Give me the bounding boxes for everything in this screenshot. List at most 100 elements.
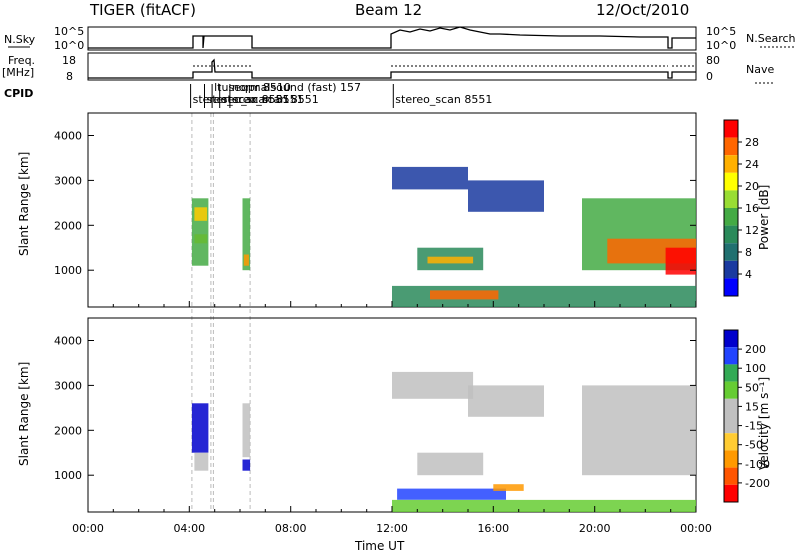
velocity-colorbar-swatch-6: [724, 433, 738, 451]
cpid-label-4: normalsound (fast) 157: [232, 81, 361, 94]
power-patch-9: [430, 290, 499, 300]
power-patch-7: [427, 256, 474, 264]
power-colorbar-swatch-9: [724, 278, 738, 296]
power-ytick-label-3: 1000: [54, 264, 82, 277]
velocity-colorbar-swatch-2: [724, 364, 738, 382]
date-label: 12/Oct/2010: [596, 1, 689, 19]
velocity-colorbar-swatch-1: [724, 347, 738, 365]
nave-tick-bottom: 0: [706, 70, 713, 83]
radar-title: TIGER (fitACF): [89, 1, 196, 19]
power-patch-4: [243, 254, 249, 266]
freq-unit-label: [MHz]: [2, 66, 34, 79]
power-colorbar-swatch-2: [724, 155, 738, 173]
velocity-patch-2: [242, 403, 251, 458]
velocity-ytick-label-0: 4000: [54, 335, 82, 348]
power-colorbar-tick-label-6: 4: [745, 268, 752, 281]
noise-tick-left-top: 10^5: [54, 25, 84, 38]
xtick-label-0: 00:00: [72, 522, 104, 535]
power-ytick-label-0: 4000: [54, 130, 82, 143]
velocity-colorbar-tick-label-4: -15: [745, 420, 763, 433]
nsearch-label: N.Search: [746, 32, 796, 45]
power-colorbar-swatch-3: [724, 172, 738, 191]
power-colorbar-tick-label-4: 12: [745, 224, 759, 237]
xtick-label-2: 08:00: [275, 522, 307, 535]
power-heatmap: [191, 166, 696, 307]
velocity-colorbar-swatch-5: [724, 416, 738, 434]
power-ytick-label-2: 2000: [54, 219, 82, 232]
nsky-trace: [88, 26, 696, 49]
power-colorbar: 28 24 20 16 12 8 4: [723, 119, 759, 297]
velocity-colorbar-swatch-0: [724, 330, 738, 348]
beam-label: Beam 12: [355, 1, 422, 19]
velocity-colorbar-tick-label-3: 15: [745, 400, 759, 413]
freq-trace: [88, 58, 696, 79]
cpid-label-5: stereo_scan 8551: [395, 93, 492, 106]
power-colorbar-swatch-4: [724, 190, 738, 208]
power-patch-2: [194, 234, 208, 244]
velocity-patch-3: [242, 459, 251, 471]
power-patch-3: [242, 198, 251, 271]
power-colorbar-label: Power [dB]: [757, 185, 771, 250]
velocity-colorbar-swatch-3: [724, 381, 738, 399]
noise-tick-left-bottom: 10^0: [54, 39, 84, 52]
velocity-colorbar-swatch-8: [724, 467, 738, 485]
velocity-patch-7: [392, 499, 696, 512]
velocity-y-axis: 4000 3000 2000 1000: [54, 335, 696, 482]
power-patch-5: [392, 166, 468, 190]
freq-tick-top: 18: [62, 54, 76, 67]
cpid-label-0: stereo_scan 8551: [193, 93, 290, 106]
power-colorbar-tick-label-2: 20: [745, 180, 759, 193]
power-patch-10: [468, 180, 544, 212]
time-x-axis: 00:00 04:00 08:00 12:00 16:00 20:00 00:00: [72, 301, 712, 535]
velocity-colorbar-tick-label-2: 50: [745, 381, 759, 394]
velocity-colorbar-swatch-9: [724, 484, 738, 502]
xtick-label-5: 20:00: [579, 522, 611, 535]
nave-tick-top: 80: [706, 54, 720, 67]
velocity-ytick-label-1: 3000: [54, 379, 82, 392]
velocity-colorbar-tick-label-5: -50: [745, 439, 763, 452]
cpid-label-2: stereo_scan 8551: [222, 93, 319, 106]
freq-panel-frame: [87, 52, 697, 81]
power-colorbar-swatch-1: [724, 137, 738, 156]
velocity-ylabel: Slant Range [km]: [17, 362, 31, 466]
velocity-colorbar-tick-label-6: -100: [745, 458, 770, 471]
nave-label: Nave: [746, 63, 774, 76]
power-colorbar-swatch-8: [724, 260, 738, 279]
xtick-label-4: 16:00: [477, 522, 509, 535]
xtick-label-3: 12:00: [376, 522, 408, 535]
power-colorbar-tick-label-1: 24: [745, 158, 759, 171]
power-colorbar-swatch-6: [724, 225, 738, 244]
noise-tick-right-bottom: 10^0: [706, 39, 736, 52]
nsky-label: N.Sky: [4, 33, 36, 46]
velocity-colorbar-label: Velocity [m s⁻¹]: [757, 377, 771, 470]
velocity-ytick-label-3: 1000: [54, 469, 82, 482]
velocity-patch-10: [468, 385, 544, 417]
cpid-label: CPID: [4, 87, 33, 100]
velocity-colorbar-frame: [723, 329, 739, 503]
xtick-label-6: 00:00: [680, 522, 712, 535]
velocity-patch-9: [582, 385, 696, 476]
power-ytick-label-1: 3000: [54, 174, 82, 187]
velocity-heatmap: [191, 371, 696, 512]
velocity-colorbar-tick-label-0: 200: [745, 343, 766, 356]
velocity-patch-6: [397, 488, 506, 500]
power-y-axis: 4000 3000 2000 1000: [54, 130, 696, 277]
velocity-ytick-label-2: 2000: [54, 424, 82, 437]
cpid-label-3: ltuseqpr 8510: [214, 81, 291, 94]
velocity-patch-0: [191, 403, 209, 453]
velocity-colorbar-tick-label-1: 100: [745, 362, 766, 375]
power-colorbar-swatch-0: [724, 120, 738, 138]
xlabel: Time UT: [354, 539, 405, 553]
velocity-patch-1: [194, 452, 209, 471]
freq-tick-bottom: 8: [66, 70, 73, 83]
power-colorbar-tick-label-0: 28: [745, 136, 759, 149]
noise-panel-frame: [87, 26, 697, 51]
xtick-label-1: 04:00: [173, 522, 205, 535]
velocity-colorbar-swatch-7: [724, 450, 738, 468]
velocity-patch-8: [493, 484, 524, 491]
noise-tick-right-top: 10^5: [706, 25, 736, 38]
power-colorbar-tick-label-5: 8: [745, 246, 752, 259]
cpid-label-1: stereo_scan 8551: [207, 93, 304, 106]
power-colorbar-swatch-7: [724, 243, 738, 261]
power-colorbar-tick-label-3: 16: [745, 202, 759, 215]
